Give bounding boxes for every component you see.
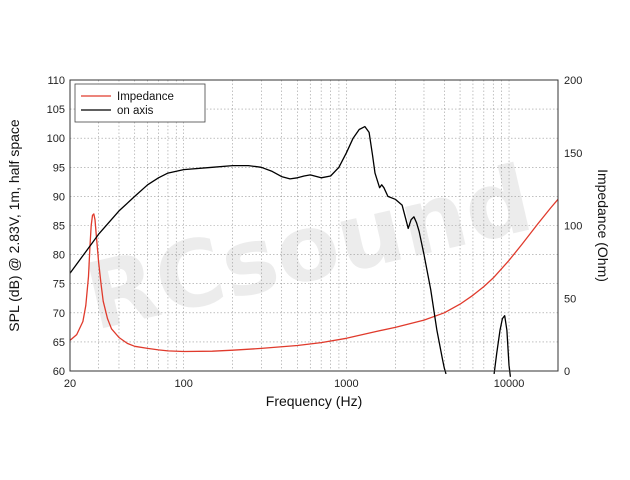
y-tick-label: 70 [53,308,65,320]
y-axis-ticks: 60 65 70 75 80 85 90 95 100 105 110 [47,75,65,378]
x-tick-label: 1000 [334,378,358,390]
plot-frame [69,79,559,372]
y2-axis-label: Impedance (Ohm) [595,169,611,282]
y-tick-label: 95 [53,162,65,174]
y-tick-label: 100 [47,133,65,145]
y2-tick-label: 150 [564,148,582,160]
x-axis-label: Frequency (Hz) [266,393,362,409]
y2-tick-label: 100 [564,221,582,233]
watermark: RCsound [76,145,542,351]
y-tick-label: 85 [53,221,65,233]
x-tick-label: 100 [175,378,193,390]
legend: Impedance on axis [74,83,206,123]
series-line-0 [69,198,559,353]
y2-tick-label: 50 [564,293,576,305]
y-axis-label: SPL (dB) @ 2.83V, 1m, half space [6,119,22,332]
y-tick-label: 65 [53,337,65,349]
x-tick-label: 10000 [494,378,525,390]
legend-label: Impedance [117,91,174,103]
series-line-1 [69,125,447,375]
x-axis-ticks: 20 100 1000 10000 [64,378,524,390]
x-tick-label: 20 [64,378,76,390]
y-tick-label: 105 [47,104,65,116]
y-tick-label: 90 [53,191,65,203]
legend-box [74,83,206,123]
legend-label: on axis [117,105,154,117]
series-line-2 [493,315,512,377]
y-tick-label: 60 [53,366,65,378]
y2-tick-label: 0 [564,366,570,378]
y2-axis-ticks: 0 50 100 150 200 [564,75,582,378]
y2-tick-label: 200 [564,75,582,87]
series-lines [69,125,559,377]
y-tick-label: 110 [47,75,65,87]
y-tick-label: 80 [53,250,65,262]
y-tick-label: 75 [53,279,65,291]
grid [70,79,558,372]
